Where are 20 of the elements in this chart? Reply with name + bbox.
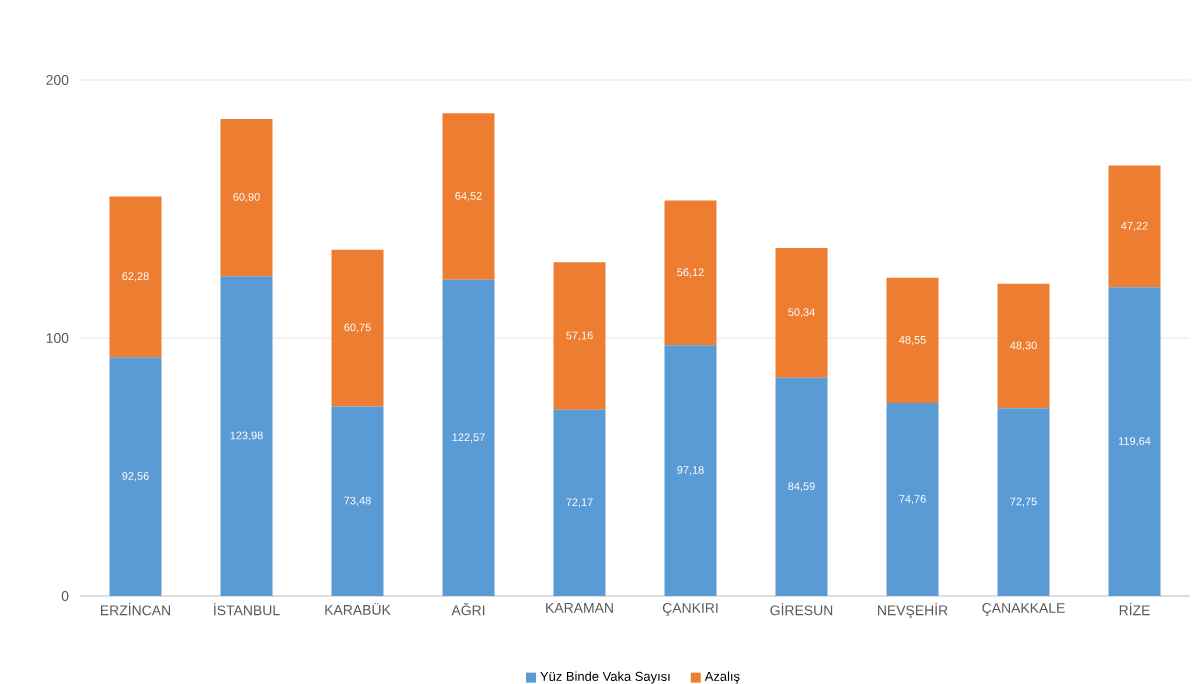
bar: [775, 377, 828, 596]
bar: [109, 357, 162, 596]
bar: [997, 283, 1050, 409]
bar: [664, 345, 717, 596]
bar: [331, 249, 384, 407]
bar: [109, 196, 162, 358]
bar: [664, 200, 717, 346]
bar: [997, 408, 1050, 596]
bar: [553, 409, 606, 596]
bar: [442, 113, 495, 280]
bar: [220, 276, 273, 596]
bar: [886, 277, 939, 404]
bar: [442, 279, 495, 596]
bar: [1108, 165, 1161, 288]
bar: [331, 406, 384, 596]
bar: [553, 262, 606, 410]
bar: [1108, 287, 1161, 596]
bar: [886, 403, 939, 596]
bar: [220, 119, 273, 277]
bar: [775, 247, 828, 378]
